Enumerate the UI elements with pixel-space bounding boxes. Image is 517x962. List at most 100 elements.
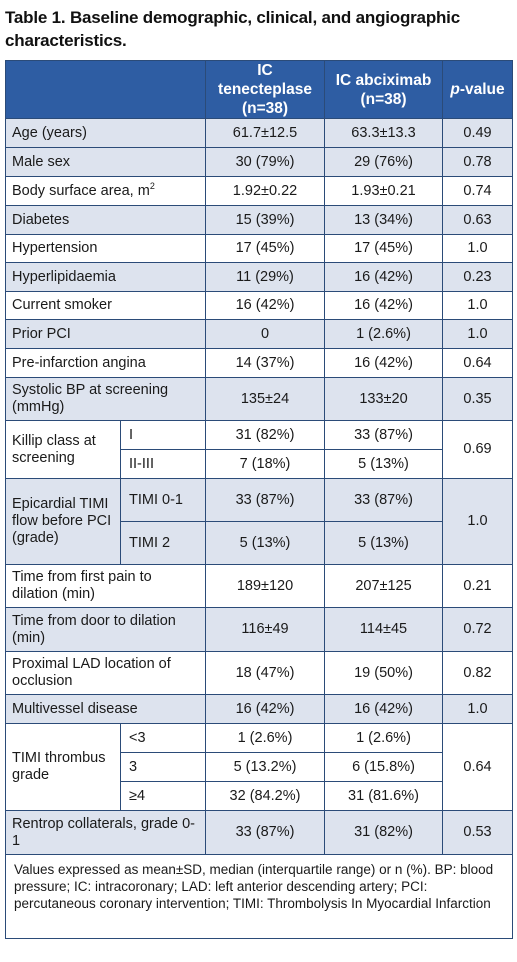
header-blank: [5, 60, 206, 119]
table-row: Rentrop collaterals, grade 0-1 33 (87%) …: [5, 810, 513, 855]
cell-tenecteplase: 61.7±12.5: [205, 118, 325, 148]
header-row: IC tenecteplase (n=38) IC abciximab (n=38)…: [5, 60, 513, 119]
row-label-killip: Killip class at screening: [5, 420, 121, 479]
row-label: Male sex: [5, 147, 206, 177]
cell-tenecteplase: 33 (87%): [205, 810, 325, 855]
cell-abciximab: 19 (50%): [324, 651, 443, 695]
table-row: Killip class at screening I 31 (82%) 33 …: [5, 420, 513, 479]
table-row: Proximal LAD location of occlusion 18 (4…: [5, 651, 513, 695]
table-row: Current smoker 16 (42%) 16 (42%) 1.0: [5, 291, 513, 320]
cell-tenecteplase: 31 (82%): [205, 420, 325, 450]
cell-pvalue: 0.64: [442, 723, 513, 811]
table-row: Male sex 30 (79%) 29 (76%) 0.78: [5, 147, 513, 177]
cell-tenecteplase: 32 (84.2%): [205, 781, 325, 811]
cell-tenecteplase: 16 (42%): [205, 291, 325, 320]
table-title: Table 1. Baseline demographic, clinical,…: [5, 8, 460, 50]
table-row: TIMI thrombus grade <3 1 (2.6%) 1 (2.6%)…: [5, 723, 513, 811]
cell-abciximab: 16 (42%): [324, 291, 443, 320]
cell-tenecteplase: 1 (2.6%): [205, 723, 325, 753]
row-label: Multivessel disease: [5, 694, 206, 724]
cell-tenecteplase: 1.92±0.22: [205, 176, 325, 206]
cell-abciximab: 114±45: [324, 607, 443, 652]
sub-label: TIMI 0-1: [120, 478, 206, 522]
cell-tenecteplase: 7 (18%): [205, 449, 325, 479]
sub-label: ≥4: [120, 781, 206, 811]
cell-tenecteplase: 16 (42%): [205, 694, 325, 724]
cell-pvalue: 0.63: [442, 205, 513, 235]
row-label-thrombus: TIMI thrombus grade: [5, 723, 121, 811]
footnote-row: Values expressed as mean±SD, median (int…: [5, 854, 513, 939]
cell-abciximab: 16 (42%): [324, 348, 443, 378]
baseline-table: IC tenecteplase (n=38) IC abciximab (n=38)…: [5, 60, 513, 939]
cell-abciximab: 1 (2.6%): [324, 319, 443, 349]
row-label: Pre-infarction angina: [5, 348, 206, 378]
cell-tenecteplase: 14 (37%): [205, 348, 325, 378]
cell-abciximab: 207±125: [324, 564, 443, 608]
header-pvalue: p-value: [442, 60, 513, 119]
cell-abciximab: 5 (13%): [324, 449, 443, 479]
table-row: Time from first pain to dilation (min) 1…: [5, 564, 513, 608]
cell-tenecteplase: 5 (13%): [205, 521, 325, 565]
table-row: Epicardial TIMI flow before PCI (grade) …: [5, 478, 513, 565]
table-row: Systolic BP at screening (mmHg) 135±24 1…: [5, 377, 513, 421]
cell-pvalue: 0.35: [442, 377, 513, 421]
cell-tenecteplase: 116±49: [205, 607, 325, 652]
cell-pvalue: 0.21: [442, 564, 513, 608]
table-row: TIMI 2 5 (13%) 5 (13%): [6, 521, 513, 565]
cell-abciximab: 16 (42%): [324, 262, 443, 292]
cell-pvalue: 1.0: [442, 291, 513, 320]
cell-abciximab: 31 (81.6%): [324, 781, 443, 811]
cell-tenecteplase: 11 (29%): [205, 262, 325, 292]
row-label: Time from door to dilation (min): [5, 607, 206, 652]
row-label: Body surface area, m2: [5, 176, 206, 206]
row-label: Rentrop collaterals, grade 0-1: [5, 810, 206, 855]
table-row: Hyperlipidaemia 11 (29%) 16 (42%) 0.23: [5, 262, 513, 292]
cell-pvalue: 1.0: [442, 234, 513, 263]
cell-abciximab: 5 (13%): [324, 521, 443, 565]
cell-abciximab: 1.93±0.21: [324, 176, 443, 206]
cell-tenecteplase: 17 (45%): [205, 234, 325, 263]
row-label: Prior PCI: [5, 319, 206, 349]
table-row: Pre-infarction angina 14 (37%) 16 (42%) …: [5, 348, 513, 378]
cell-tenecteplase: 30 (79%): [205, 147, 325, 177]
cell-abciximab: 6 (15.8%): [324, 752, 443, 782]
row-label: Hypertension: [5, 234, 206, 263]
cell-abciximab: 29 (76%): [324, 147, 443, 177]
cell-pvalue: 0.78: [442, 147, 513, 177]
cell-abciximab: 17 (45%): [324, 234, 443, 263]
cell-tenecteplase: 135±24: [205, 377, 325, 421]
row-label: Hyperlipidaemia: [5, 262, 206, 292]
cell-pvalue: 0.49: [442, 118, 513, 148]
cell-abciximab: 33 (87%): [324, 478, 443, 522]
cell-abciximab: 1 (2.6%): [324, 723, 443, 753]
cell-tenecteplase: 0: [205, 319, 325, 349]
cell-abciximab: 16 (42%): [324, 694, 443, 724]
table-row: Body surface area, m2 1.92±0.22 1.93±0.2…: [5, 176, 513, 206]
table-row: Time from door to dilation (min) 116±49 …: [5, 607, 513, 652]
cell-tenecteplase: 33 (87%): [205, 478, 325, 522]
cell-pvalue: 0.72: [442, 607, 513, 652]
cell-abciximab: 13 (34%): [324, 205, 443, 235]
cell-pvalue: 0.82: [442, 651, 513, 695]
table-row: Age (years) 61.7±12.5 63.3±13.3 0.49: [5, 118, 513, 148]
table-row: Multivessel disease 16 (42%) 16 (42%) 1.…: [5, 694, 513, 724]
table-row: Diabetes 15 (39%) 13 (34%) 0.63: [5, 205, 513, 235]
cell-abciximab: 63.3±13.3: [324, 118, 443, 148]
cell-tenecteplase: 189±120: [205, 564, 325, 608]
cell-tenecteplase: 18 (47%): [205, 651, 325, 695]
sub-label: II-III: [120, 449, 206, 479]
row-label: Systolic BP at screening (mmHg): [5, 377, 206, 421]
cell-pvalue: 1.0: [442, 478, 513, 565]
cell-pvalue: 1.0: [442, 319, 513, 349]
table-row: Prior PCI 0 1 (2.6%) 1.0: [5, 319, 513, 349]
sub-label: TIMI 2: [120, 521, 206, 565]
cell-pvalue: 0.64: [442, 348, 513, 378]
table-row: Hypertension 17 (45%) 17 (45%) 1.0: [5, 234, 513, 263]
header-abciximab: IC abciximab (n=38): [324, 60, 443, 119]
row-label-timi-flow: Epicardial TIMI flow before PCI (grade): [5, 478, 121, 565]
sub-label: 3: [120, 752, 206, 782]
row-label: Time from first pain to dilation (min): [5, 564, 206, 608]
cell-tenecteplase: 15 (39%): [205, 205, 325, 235]
sub-label: I: [120, 420, 206, 450]
